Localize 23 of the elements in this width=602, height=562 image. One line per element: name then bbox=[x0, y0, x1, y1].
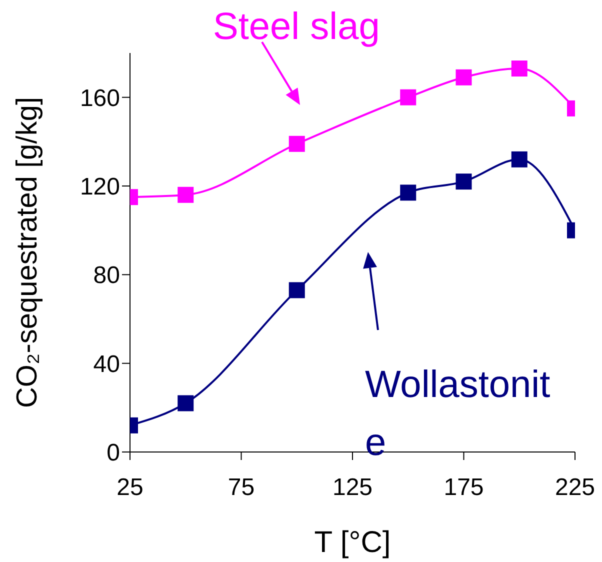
point bbox=[456, 69, 472, 86]
point bbox=[178, 186, 194, 203]
x-tick-label: 175 bbox=[444, 474, 484, 502]
point bbox=[288, 136, 305, 152]
x-tick-label: 225 bbox=[554, 474, 596, 502]
y-tick-label: 120 bbox=[80, 174, 120, 201]
x-tick-label: 25 bbox=[116, 474, 144, 502]
point bbox=[511, 60, 528, 77]
series-label: Steel slag bbox=[213, 5, 381, 50]
point bbox=[400, 184, 416, 201]
point bbox=[288, 282, 305, 298]
y-axis-title: CO₂-sequestrated [g/kg] bbox=[11, 96, 44, 408]
y-tick-label: 40 bbox=[93, 350, 120, 378]
x-tick-label: 75 bbox=[228, 474, 255, 502]
x-axis-title: T [°C] bbox=[314, 526, 391, 559]
point bbox=[178, 395, 194, 412]
point bbox=[511, 151, 528, 168]
y-tick-label: 80 bbox=[93, 262, 120, 290]
point bbox=[400, 89, 416, 106]
y-tick-label: 160 bbox=[80, 84, 120, 112]
x-tick-label: 125 bbox=[332, 474, 373, 502]
y-tick-label: 0 bbox=[106, 440, 120, 467]
point bbox=[456, 174, 472, 190]
